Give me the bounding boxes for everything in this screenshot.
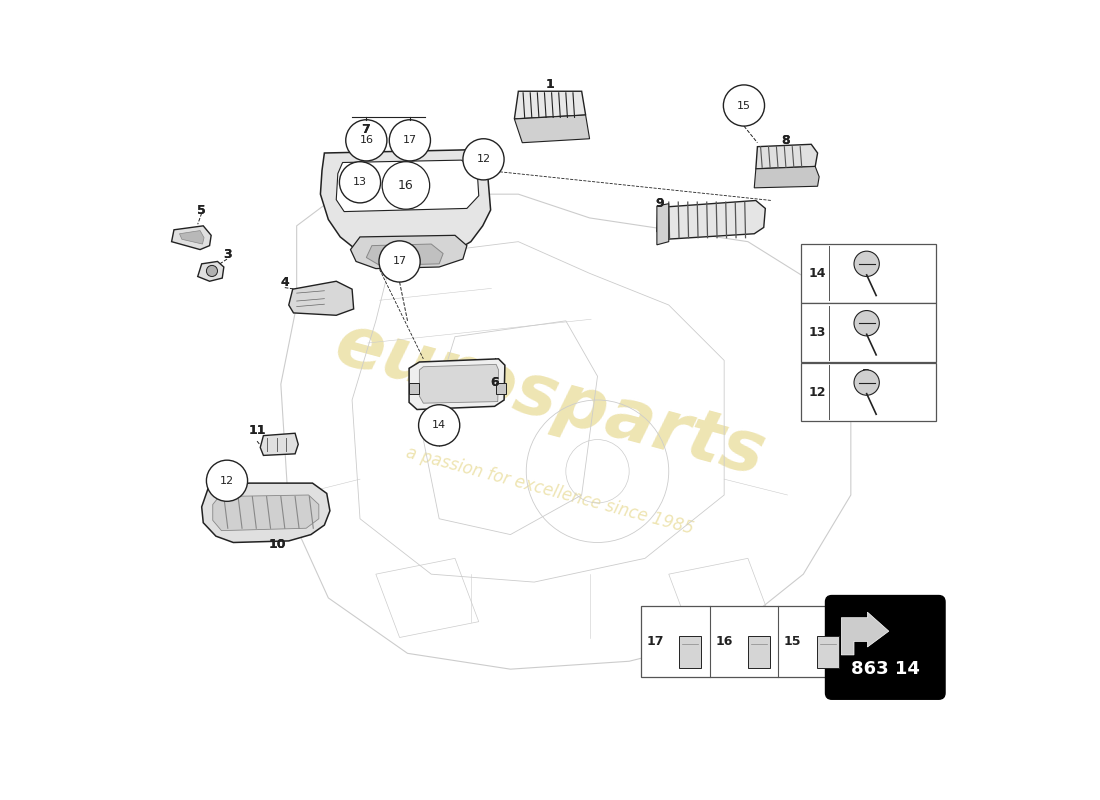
Text: 14: 14 [432,420,447,430]
Text: 14: 14 [808,267,826,280]
Text: 5: 5 [197,203,206,217]
Text: 17: 17 [403,135,417,146]
Circle shape [854,251,879,277]
Bar [816,636,838,667]
Circle shape [345,120,387,161]
Circle shape [830,340,839,350]
Text: 16: 16 [715,635,733,648]
Text: 12: 12 [220,476,234,486]
Polygon shape [289,282,354,315]
Polygon shape [409,359,505,410]
Text: 6: 6 [491,376,499,389]
Bar [680,636,702,667]
Polygon shape [201,483,330,542]
Text: 4: 4 [280,276,289,290]
Text: 12: 12 [850,278,865,288]
Text: 9: 9 [654,197,663,210]
Text: 4: 4 [280,276,289,290]
Text: 3: 3 [222,248,231,261]
Bar [748,636,770,667]
Polygon shape [212,495,319,530]
Polygon shape [657,201,766,239]
Polygon shape [198,262,223,282]
Text: 8: 8 [782,134,790,147]
Text: 16: 16 [398,179,414,192]
Circle shape [207,460,248,502]
Text: 9: 9 [654,197,663,210]
Circle shape [724,85,764,126]
Circle shape [340,162,381,203]
Polygon shape [337,160,478,211]
Text: 13: 13 [353,178,367,187]
Text: 11: 11 [249,423,266,437]
Polygon shape [808,322,864,361]
Polygon shape [802,314,877,372]
Bar [641,606,847,677]
FancyBboxPatch shape [801,244,936,302]
Circle shape [419,405,460,446]
Text: 16: 16 [360,135,373,146]
Circle shape [463,138,504,180]
Polygon shape [172,226,211,250]
Circle shape [854,310,879,336]
Circle shape [382,162,430,210]
Text: 11: 11 [249,423,266,437]
Text: 863 14: 863 14 [850,660,920,678]
Polygon shape [515,91,585,119]
Text: a passion for excellence since 1985: a passion for excellence since 1985 [404,444,696,538]
Text: 12: 12 [808,386,826,398]
Text: 8: 8 [782,134,790,147]
FancyBboxPatch shape [801,303,936,362]
Bar [409,382,419,394]
Text: 2: 2 [862,368,871,381]
Text: 3: 3 [222,248,231,261]
Polygon shape [366,244,443,266]
Polygon shape [515,115,590,142]
Polygon shape [756,144,817,169]
Text: 5: 5 [197,203,206,217]
Circle shape [379,241,420,282]
Text: 17: 17 [647,635,664,648]
Polygon shape [842,612,889,655]
Text: 7: 7 [361,122,370,136]
Text: 7: 7 [361,122,370,136]
Text: 15: 15 [737,101,751,110]
FancyBboxPatch shape [825,595,945,699]
FancyBboxPatch shape [801,362,936,422]
Polygon shape [755,166,820,188]
Text: 13: 13 [808,326,826,339]
Text: 6: 6 [491,376,499,389]
Polygon shape [179,230,204,244]
Text: 12: 12 [476,154,491,164]
Circle shape [830,326,839,335]
Polygon shape [261,434,298,455]
Text: 10: 10 [268,538,286,550]
Circle shape [837,262,878,303]
Circle shape [389,120,430,161]
Text: 17: 17 [393,257,407,266]
Polygon shape [320,150,491,259]
Circle shape [854,370,879,395]
Text: 1: 1 [546,78,554,91]
Polygon shape [657,204,669,245]
Polygon shape [419,364,498,403]
Text: eurosparts: eurosparts [328,310,772,490]
Text: 15: 15 [784,635,802,648]
Bar [496,382,506,394]
Text: 10: 10 [268,538,286,550]
Circle shape [207,266,218,277]
Polygon shape [810,337,828,354]
Polygon shape [351,235,466,269]
Text: 1: 1 [546,78,554,91]
Text: 2: 2 [862,368,871,381]
